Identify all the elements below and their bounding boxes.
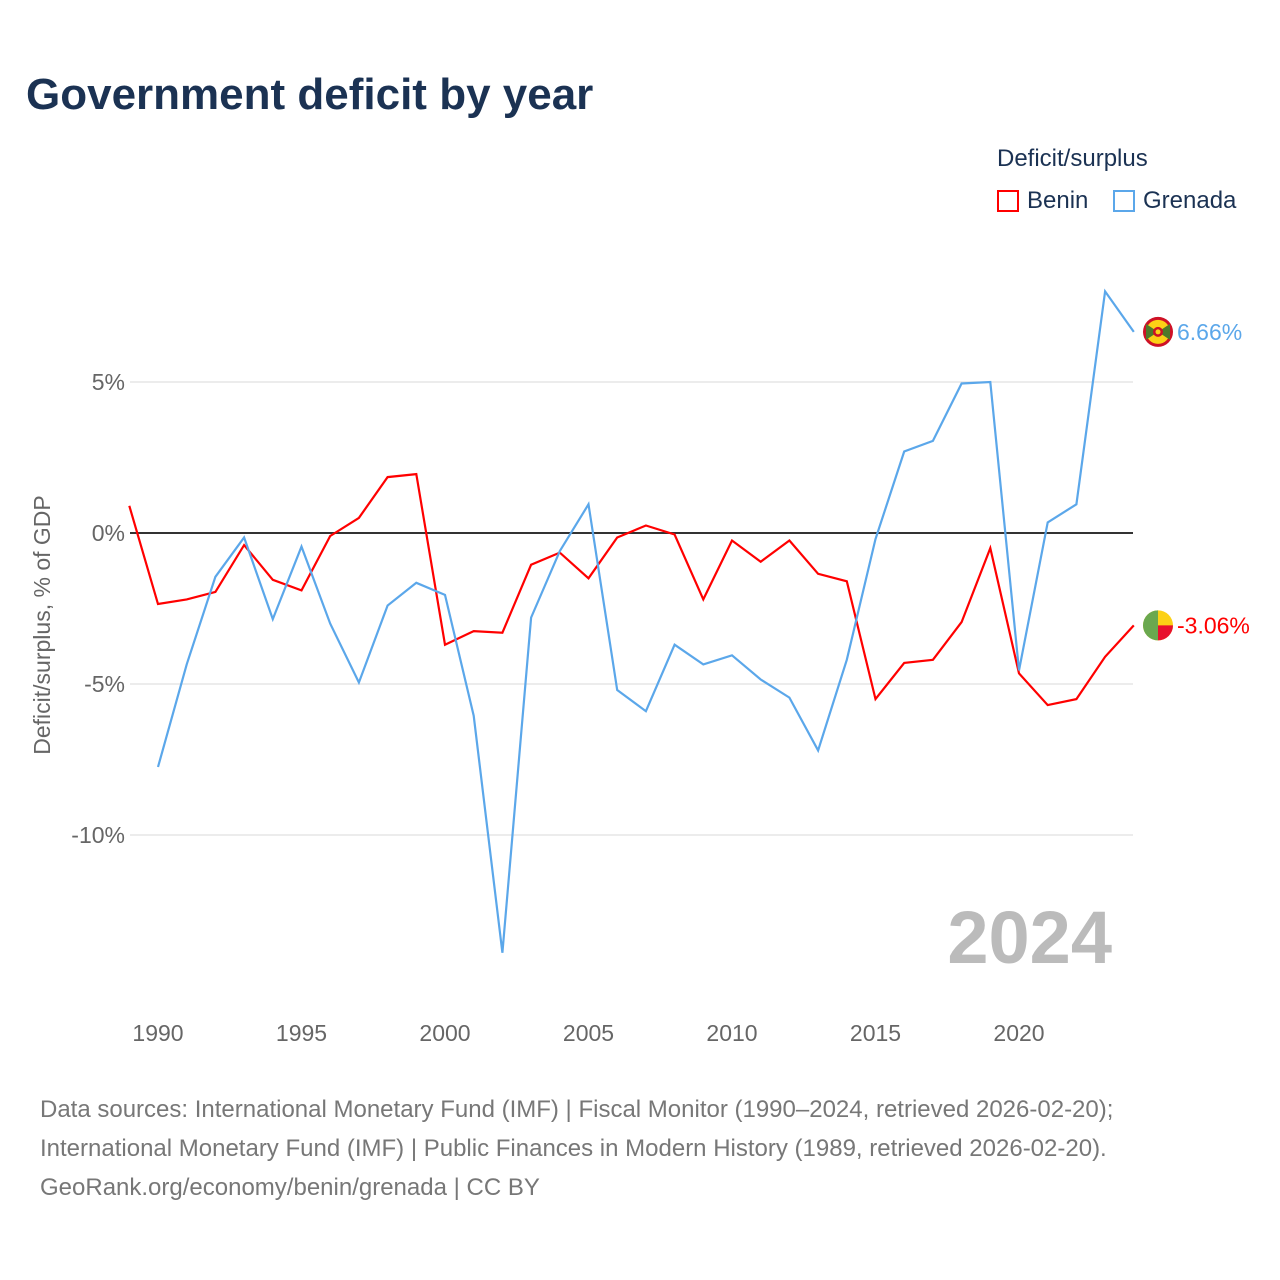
legend-swatch	[1113, 190, 1135, 212]
source-line: International Monetary Fund (IMF) | Publ…	[40, 1135, 1107, 1162]
sources: Data sources: International Monetary Fun…	[40, 1090, 1113, 1207]
x-tick-label: 2020	[993, 1020, 1044, 1046]
series-line-grenada	[156, 288, 1135, 953]
y-axis-label: Deficit/surplus, % of GDP	[29, 495, 55, 754]
x-tick-label: 2005	[563, 1020, 614, 1046]
x-tick-label: 1990	[132, 1020, 183, 1046]
legend-swatch	[997, 190, 1019, 212]
legend-item-benin[interactable]: Benin	[997, 187, 1088, 215]
x-tick-label: 2000	[419, 1020, 470, 1046]
end-label-grenada: 6.66%	[1177, 319, 1242, 345]
x-tick-label: 2010	[706, 1020, 757, 1046]
y-tick-label: 0%	[92, 520, 125, 546]
y-tick-label: 5%	[92, 369, 125, 395]
source-link[interactable]: GeoRank.org/economy/benin/grenada | CC B…	[40, 1174, 540, 1201]
legend-label: Benin	[1027, 187, 1089, 214]
flag-benin-icon	[1143, 610, 1174, 641]
source-line: Data sources: International Monetary Fun…	[40, 1096, 1114, 1123]
legend-item-grenada[interactable]: Grenada	[1113, 187, 1236, 215]
x-tick-label: 2015	[850, 1020, 901, 1046]
legend-label: Grenada	[1143, 187, 1237, 214]
flag-grenada-icon	[1143, 316, 1173, 347]
end-label-benin: -3.06%	[1177, 612, 1250, 638]
legend-title: Deficit/surplus	[997, 145, 1148, 172]
year-watermark: 2024	[947, 896, 1112, 979]
y-tick-label: -10%	[71, 822, 125, 848]
y-tick-label: -5%	[84, 671, 125, 697]
chart-title: Government deficit by year	[26, 70, 594, 119]
x-tick-label: 1995	[276, 1020, 327, 1046]
series-line-benin	[128, 472, 1135, 707]
